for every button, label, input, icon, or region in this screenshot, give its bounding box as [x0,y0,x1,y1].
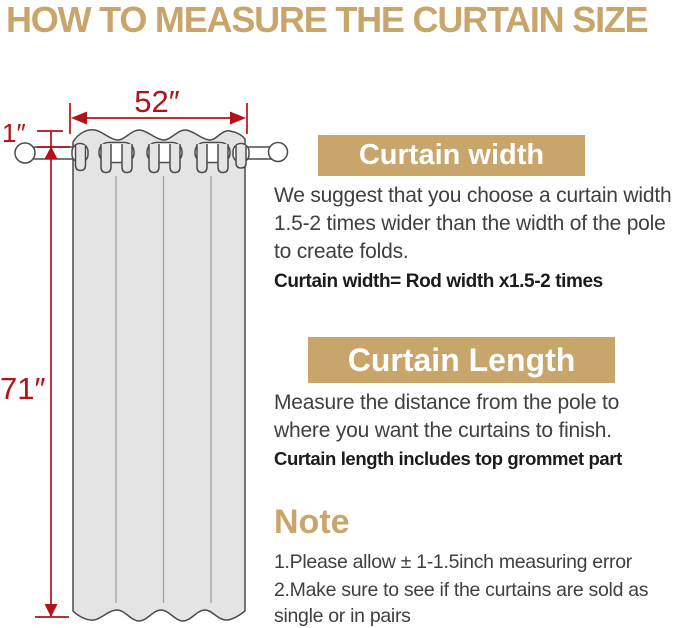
curtain-length-formula: Curtain length includes top grommet part [274,448,622,469]
arrow-left-icon [71,111,87,125]
fabric-loop [235,145,247,169]
fabric-loop [148,144,160,174]
note-heading: Note [274,503,350,541]
arrow-right-icon [230,111,246,125]
curtain-measurement-diagram: 52″ 1″ 71″ [0,84,289,622]
fabric-loop [169,144,181,174]
width-dimension [69,103,248,134]
curtain-width-formula: Curtain width= Rod width x1.5-2 times [274,271,603,292]
curtain-rod [14,141,289,164]
curtain-length-heading: Curtain Length [308,337,615,383]
curtain-length-heading-label: Curtain Length [347,341,576,378]
curtain-width-heading: Curtain width [318,135,585,176]
curtain-length-body: Measure the distance from the pole to wh… [274,391,620,442]
length-dimension-label: 71″ [0,371,45,406]
note-item-1: 1.Please allow ± 1-1.5inch measuring err… [274,551,632,573]
curtain-panel [72,129,246,622]
arrow-down-icon [44,604,58,617]
top-gap-dimension-label: 1″ [2,118,26,148]
fabric-loop [217,144,229,174]
fabric-loops [74,144,247,174]
fabric-loop [100,144,112,174]
curtain-width-heading-label: Curtain width [358,139,545,171]
width-dimension-label: 52″ [134,84,179,119]
fold-lines [115,176,212,603]
length-dimension [35,131,69,618]
note-item-2: 2.Make sure to see if the curtains are s… [274,579,649,627]
page-title: HOW TO MEASURE THE CURTAIN SIZE [6,0,649,40]
fabric-loop [74,145,87,172]
rod-finial-left [14,142,36,164]
fabric-loop [196,144,208,174]
rod-finial-right [267,141,289,163]
curtain-width-body: We suggest that you choose a curtain wid… [274,184,672,263]
fabric-loop [121,144,133,174]
